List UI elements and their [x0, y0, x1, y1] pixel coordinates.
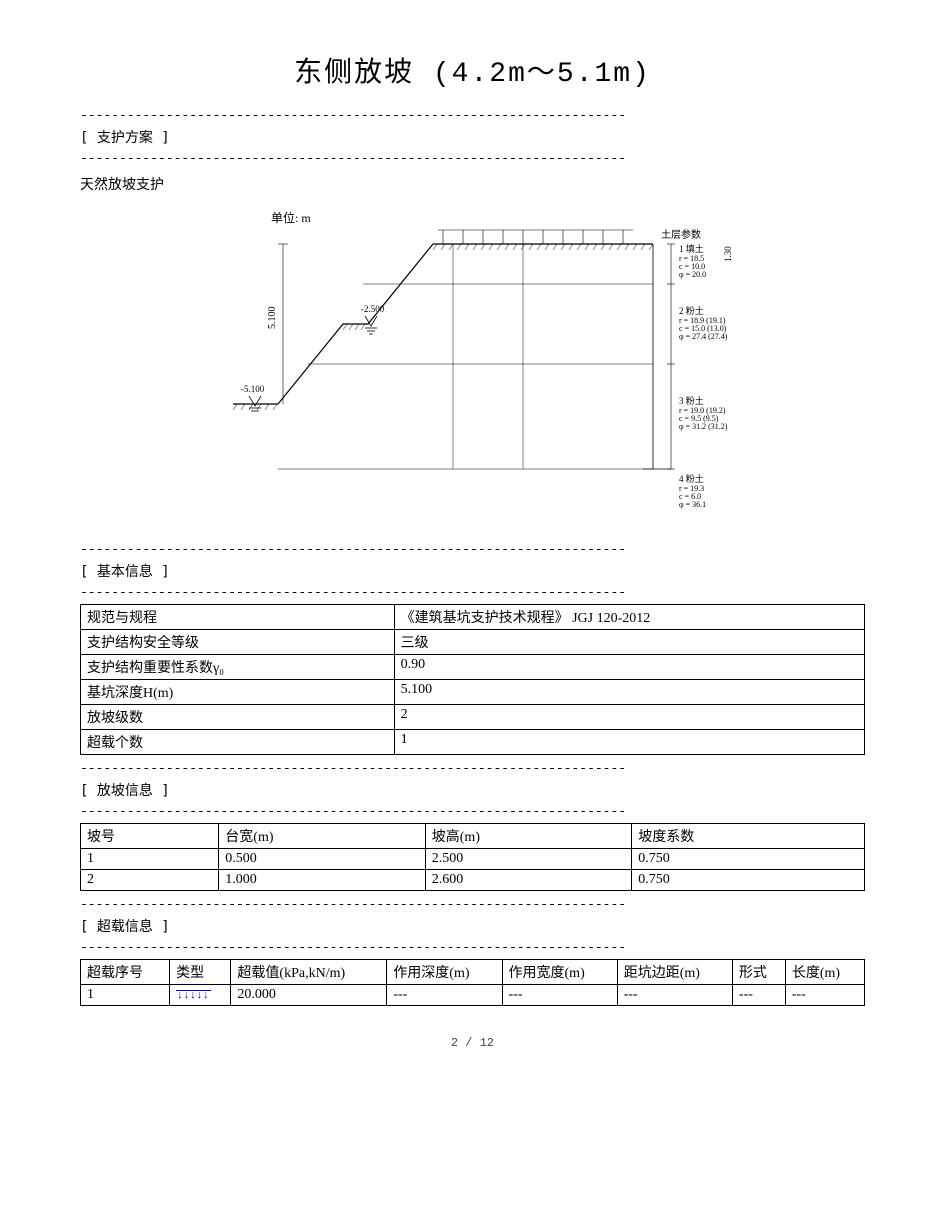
column-header: 类型: [170, 960, 231, 985]
column-header: 超载序号: [81, 960, 170, 985]
slope-diagram: 单位: m: [80, 204, 865, 534]
table-row: 21.0002.6000.750: [81, 870, 865, 891]
distributed-load-icon: ↓↓↓↓↓: [176, 990, 211, 1000]
cell-label: 基坑深度H(m): [81, 680, 395, 705]
section-label-support: [ 支护方案 ]: [80, 127, 865, 147]
svg-text:3 粉土: 3 粉土: [679, 395, 704, 406]
cell-value: 《建筑基坑支护技术规程》 JGJ 120-2012: [394, 605, 864, 630]
column-header: 台宽(m): [219, 824, 425, 849]
divider: ----------------------------------------…: [80, 761, 865, 776]
svg-text:φ = 31.2 (31.2): φ = 31.2 (31.2): [679, 422, 728, 431]
divider: ----------------------------------------…: [80, 542, 865, 557]
cell-label: 规范与规程: [81, 605, 395, 630]
section-label-basic: [ 基本信息 ]: [80, 561, 865, 581]
svg-text:φ = 27.4 (27.4): φ = 27.4 (27.4): [679, 332, 728, 341]
divider: ----------------------------------------…: [80, 585, 865, 600]
column-header: 形式: [732, 960, 785, 985]
table-row: 基坑深度H(m)5.100: [81, 680, 865, 705]
slope-diagram-svg: 单位: m: [193, 204, 753, 534]
section-label-load: [ 超载信息 ]: [80, 916, 865, 936]
svg-text:4 粉土: 4 粉土: [679, 473, 704, 484]
svg-text:土层参数: 土层参数: [661, 228, 701, 241]
column-header: 坡号: [81, 824, 219, 849]
svg-text:φ = 20.0: φ = 20.0: [679, 270, 706, 279]
cell-label: 支护结构重要性系数γ₀: [81, 655, 395, 680]
column-header: 作用深度(m): [387, 960, 502, 985]
divider: ----------------------------------------…: [80, 804, 865, 819]
column-header: 坡度系数: [632, 824, 865, 849]
cell-value: ↓↓↓↓↓: [170, 985, 231, 1006]
load-info-table: 超载序号类型超载值(kPa,kN/m)作用深度(m)作用宽度(m)距坑边距(m)…: [80, 959, 865, 1006]
slope-info-table: 坡号台宽(m)坡高(m)坡度系数 10.5002.5000.75021.0002…: [80, 823, 865, 891]
divider: ----------------------------------------…: [80, 108, 865, 123]
column-header: 距坑边距(m): [617, 960, 732, 985]
column-header: 长度(m): [785, 960, 864, 985]
unit-label: 单位: m: [271, 210, 311, 225]
cell-value: ---: [502, 985, 617, 1006]
section-label-slope: [ 放坡信息 ]: [80, 780, 865, 800]
cell-value: 2: [81, 870, 219, 891]
cell-label: 支护结构安全等级: [81, 630, 395, 655]
svg-text:-2.500: -2.500: [361, 304, 385, 314]
page-title: 东侧放坡 (4.2m～5.1m): [80, 50, 865, 90]
column-header: 作用宽度(m): [502, 960, 617, 985]
divider: ----------------------------------------…: [80, 897, 865, 912]
cell-value: 5.100: [394, 680, 864, 705]
divider: ----------------------------------------…: [80, 151, 865, 166]
table-row: 支护结构重要性系数γ₀0.90: [81, 655, 865, 680]
cell-value: ---: [387, 985, 502, 1006]
column-header: 超载值(kPa,kN/m): [231, 960, 387, 985]
cell-value: ---: [617, 985, 732, 1006]
svg-text:-5.100: -5.100: [241, 384, 265, 394]
cell-value: 2.600: [425, 870, 631, 891]
table-row: 放坡级数2: [81, 705, 865, 730]
basic-info-table: 规范与规程《建筑基坑支护技术规程》 JGJ 120-2012支护结构安全等级三级…: [80, 604, 865, 755]
cell-value: 0.750: [632, 870, 865, 891]
cell-value: 2.500: [425, 849, 631, 870]
page-number: 2 / 12: [80, 1036, 865, 1050]
cell-label: 放坡级数: [81, 705, 395, 730]
svg-text:1 填土: 1 填土: [679, 243, 704, 254]
cell-value: 20.000: [231, 985, 387, 1006]
table-row: 1↓↓↓↓↓20.000---------------: [81, 985, 865, 1006]
cell-value: 1: [81, 985, 170, 1006]
cell-value: 0.750: [632, 849, 865, 870]
support-scheme-text: 天然放坡支护: [80, 174, 865, 194]
cell-value: 1: [394, 730, 864, 755]
divider: ----------------------------------------…: [80, 940, 865, 955]
svg-text:2 粉土: 2 粉土: [679, 305, 704, 316]
table-row: 规范与规程《建筑基坑支护技术规程》 JGJ 120-2012: [81, 605, 865, 630]
cell-value: 1: [81, 849, 219, 870]
cell-value: ---: [785, 985, 864, 1006]
svg-text:1.30: 1.30: [723, 246, 733, 262]
cell-value: 1.000: [219, 870, 425, 891]
table-row: 超载个数1: [81, 730, 865, 755]
cell-label: 超载个数: [81, 730, 395, 755]
column-header: 坡高(m): [425, 824, 631, 849]
svg-text:5.100: 5.100: [267, 307, 278, 330]
cell-value: ---: [732, 985, 785, 1006]
cell-value: 2: [394, 705, 864, 730]
table-row: 10.5002.5000.750: [81, 849, 865, 870]
svg-text:φ = 36.1: φ = 36.1: [679, 500, 706, 509]
cell-value: 0.500: [219, 849, 425, 870]
cell-value: 三级: [394, 630, 864, 655]
cell-value: 0.90: [394, 655, 864, 680]
table-row: 支护结构安全等级三级: [81, 630, 865, 655]
